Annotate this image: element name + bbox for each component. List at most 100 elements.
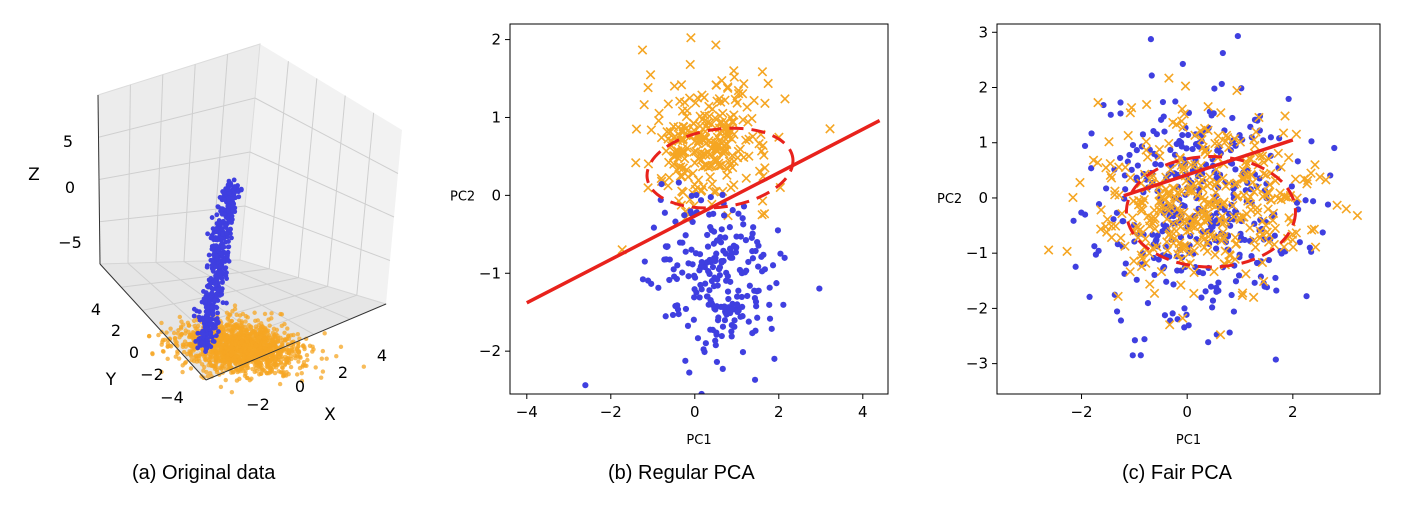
- x-tick-label: 4: [377, 346, 387, 365]
- data-point-x: [1062, 246, 1072, 257]
- data-point: [232, 306, 238, 312]
- data-point: [176, 356, 182, 361]
- data-point: [258, 332, 264, 337]
- data-point: [709, 326, 716, 334]
- data-point: [1272, 274, 1279, 282]
- data-point: [223, 341, 228, 346]
- data-point: [208, 276, 214, 281]
- data-point: [1170, 281, 1177, 288]
- data-point-x: [744, 134, 754, 145]
- data-point-x: [757, 66, 768, 77]
- data-point-x: [1310, 159, 1320, 170]
- data-point: [1179, 60, 1186, 68]
- data-point: [689, 261, 696, 268]
- data-point: [213, 243, 219, 249]
- data-point: [740, 203, 748, 210]
- data-point: [755, 263, 762, 270]
- data-point: [688, 246, 695, 253]
- data-point: [204, 369, 209, 375]
- data-point: [212, 297, 218, 303]
- data-point: [324, 356, 329, 361]
- data-point-x: [717, 117, 727, 128]
- x-tick-label: 2: [774, 403, 784, 421]
- data-point: [710, 255, 717, 263]
- data-point-x: [759, 208, 770, 219]
- x-tick-label: 2: [338, 363, 348, 382]
- data-point: [209, 215, 215, 220]
- data-point-x: [673, 122, 683, 132]
- data-point: [195, 345, 201, 351]
- y-tick-label: 0: [129, 343, 139, 362]
- data-point-x: [711, 145, 722, 156]
- data-point: [187, 349, 192, 354]
- data-point-x: [1189, 267, 1199, 278]
- data-point-x: [677, 106, 688, 116]
- data-point: [295, 331, 301, 337]
- data-point: [679, 269, 686, 276]
- data-point-x: [1110, 186, 1120, 196]
- data-point: [1133, 147, 1140, 154]
- data-point-x: [1232, 85, 1242, 96]
- panel-regular-pca: −4 −2 0 2 4 −2 −1 0 1 2 PC1 PC2: [450, 23, 889, 448]
- data-point: [755, 287, 762, 294]
- data-point-x: [1263, 154, 1274, 164]
- data-point: [1159, 98, 1167, 106]
- data-point: [209, 290, 215, 296]
- data-point-x: [1120, 241, 1130, 252]
- data-point: [232, 303, 238, 308]
- data-point: [697, 197, 705, 204]
- data-point: [247, 356, 252, 361]
- data-point: [204, 305, 210, 311]
- data-point: [210, 258, 215, 264]
- data-point: [1173, 140, 1180, 148]
- data-point: [188, 366, 194, 371]
- data-point: [189, 343, 194, 348]
- data-point: [286, 334, 291, 339]
- data-point: [1148, 72, 1155, 79]
- data-point: [1288, 183, 1295, 190]
- data-point: [200, 332, 206, 337]
- data-point: [150, 351, 155, 356]
- data-point-x: [1136, 206, 1147, 216]
- data-point: [210, 286, 216, 292]
- data-point: [322, 331, 327, 336]
- data-point-x: [1171, 226, 1182, 236]
- data-point: [1185, 131, 1192, 139]
- data-point: [177, 314, 183, 320]
- data-point-x: [664, 172, 674, 183]
- data-point: [719, 323, 727, 330]
- data-point: [202, 364, 207, 370]
- data-point: [213, 321, 219, 327]
- data-point-x: [1292, 193, 1302, 203]
- data-point: [205, 310, 211, 315]
- data-point: [225, 355, 230, 360]
- data-point: [223, 377, 228, 383]
- data-point: [256, 337, 262, 342]
- data-point: [745, 318, 752, 325]
- data-point-x: [729, 72, 740, 82]
- data-point: [1293, 199, 1301, 206]
- data-point: [231, 201, 237, 207]
- data-point: [178, 324, 184, 330]
- data-point-x: [1310, 242, 1321, 252]
- data-point-x: [1173, 249, 1183, 259]
- data-point: [244, 365, 250, 371]
- data-point: [168, 326, 173, 331]
- data-point: [183, 344, 188, 349]
- data-point: [253, 342, 258, 348]
- data-point: [1263, 284, 1271, 291]
- data-point-x: [645, 70, 656, 80]
- pane-left: [97, 43, 261, 265]
- data-point: [769, 262, 777, 269]
- data-point: [222, 265, 228, 271]
- data-point: [226, 181, 231, 187]
- data-point: [219, 226, 225, 232]
- data-point: [740, 221, 747, 228]
- data-point-x: [681, 123, 692, 133]
- data-point: [714, 282, 721, 289]
- data-point-x: [1290, 174, 1301, 184]
- data-point: [263, 327, 269, 333]
- data-point: [221, 350, 226, 355]
- data-point: [212, 236, 218, 242]
